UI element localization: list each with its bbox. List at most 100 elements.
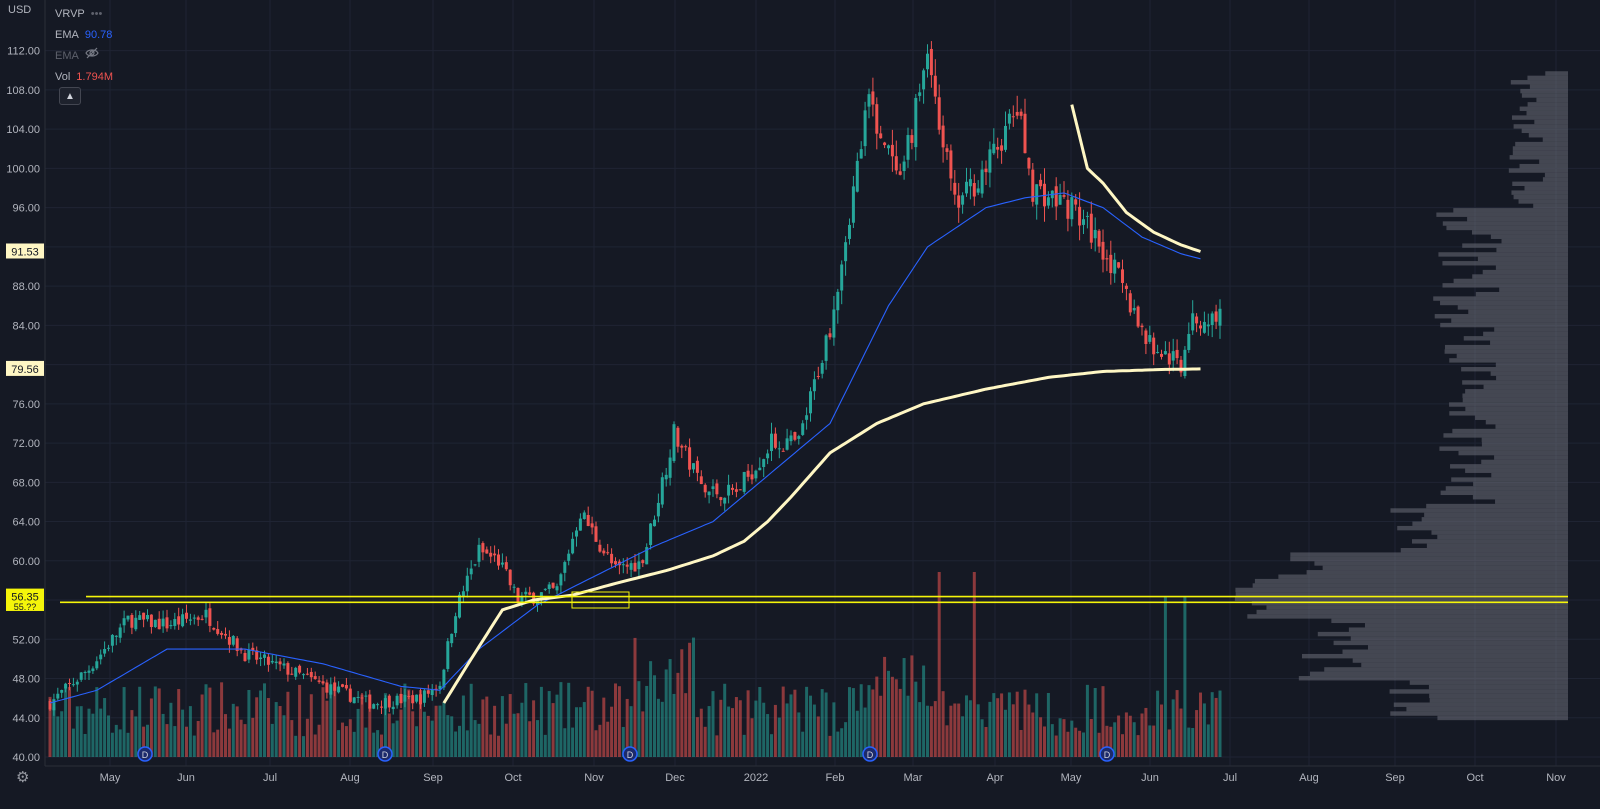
volume-bar	[56, 716, 60, 757]
volume-profile-bar	[1481, 442, 1568, 447]
volume-profile-bar	[1483, 384, 1568, 390]
volume-profile-bar	[1495, 265, 1568, 270]
candle-body	[1167, 353, 1171, 365]
volume-bar	[1027, 704, 1031, 757]
volume-profile-bar	[1290, 556, 1568, 562]
volume-bar	[1171, 699, 1175, 757]
volume-profile-bar	[1490, 234, 1568, 239]
volume-profile-bar	[1534, 119, 1568, 125]
ema1-value: 90.78	[84, 29, 113, 41]
x-tick-label: Jul	[1223, 772, 1237, 784]
volume-bar	[333, 687, 337, 757]
volume-profile-bar	[1342, 649, 1568, 654]
legend-row-vol[interactable]: Vol 1.794M	[55, 67, 113, 88]
candle-body	[516, 587, 520, 603]
volume-bar	[411, 711, 415, 757]
candle-body	[1046, 197, 1050, 206]
ema-cream-short-line	[1070, 104, 1201, 253]
volume-profile-bar	[1496, 375, 1568, 381]
x-tick-label: Mar	[904, 772, 923, 784]
volume-bar	[153, 686, 157, 757]
candle-body	[1124, 285, 1128, 289]
volume-bar	[731, 708, 734, 757]
candle-body	[719, 497, 723, 501]
volume-profile-bar	[1429, 698, 1568, 703]
candle-body	[294, 667, 298, 677]
candle-body	[173, 619, 177, 626]
chevron-up-icon: ▲	[65, 90, 75, 102]
volume-profile-bar	[1482, 269, 1568, 275]
volume-bar	[68, 687, 71, 757]
candle-body	[188, 619, 192, 621]
volume-bar	[734, 697, 738, 757]
candle-body	[255, 650, 259, 660]
candle-body	[208, 608, 212, 626]
settings-gear-icon[interactable]: ⚙	[16, 769, 30, 786]
candle-body	[524, 591, 528, 595]
candle-body	[224, 633, 227, 636]
volume-bar	[169, 702, 173, 757]
candle-body	[894, 156, 898, 171]
candle-body	[610, 553, 614, 564]
volume-bar	[126, 732, 130, 757]
volume-bar	[298, 684, 302, 757]
collapse-legend-button[interactable]: ▲	[59, 87, 81, 105]
volume-bar	[672, 693, 676, 757]
candle-body	[547, 584, 551, 590]
candle-body	[742, 471, 746, 492]
candle-body	[676, 427, 680, 447]
volume-bar	[200, 694, 204, 757]
volume-bar	[793, 689, 797, 757]
candle-body	[1140, 325, 1144, 328]
volume-bar	[653, 675, 656, 757]
volume-profile-bar	[1496, 247, 1568, 253]
candle-body	[571, 538, 575, 554]
volume-profile-bar	[1428, 684, 1568, 690]
volume-bar	[438, 705, 442, 757]
candle-body	[512, 586, 516, 588]
candle-body	[274, 661, 278, 664]
volume-bar	[1121, 734, 1124, 757]
candle-body	[1202, 321, 1206, 333]
volume-bar	[1163, 597, 1167, 757]
eye-hidden-icon[interactable]	[85, 46, 99, 67]
volume-bar	[976, 704, 980, 757]
candle-body	[746, 470, 750, 477]
candle-body	[169, 625, 173, 627]
legend-row-vrvp[interactable]: VRVP •••	[55, 4, 113, 25]
volume-profile-bar	[1389, 689, 1568, 694]
candle-body	[1007, 113, 1011, 124]
volume-profile-bar	[1456, 353, 1568, 359]
candle-body	[114, 635, 118, 637]
candle-body	[407, 695, 411, 697]
more-icon[interactable]: •••	[90, 8, 103, 20]
candle-body	[504, 562, 508, 570]
volume-profile-bar	[1450, 464, 1568, 469]
volume-profile-bar	[1457, 305, 1568, 310]
candle-body	[110, 634, 114, 646]
volume-bar	[1167, 729, 1171, 757]
volume-bar	[157, 688, 161, 757]
ema-blue-line	[49, 192, 1201, 704]
volume-bar	[508, 694, 512, 757]
candle-body	[653, 519, 656, 527]
candle-body	[867, 94, 871, 107]
candle-body	[1121, 269, 1124, 283]
candle-body	[325, 682, 329, 693]
legend-row-ema1[interactable]: EMA 90.78	[55, 25, 113, 46]
volume-profile-bar	[1462, 243, 1568, 248]
volume-bar	[586, 686, 590, 757]
volume-bar	[313, 734, 317, 757]
volume-bar	[259, 690, 263, 757]
candle-body	[1163, 351, 1167, 355]
legend-row-ema2[interactable]: EMA	[55, 46, 113, 67]
volume-profile-bar	[1499, 287, 1568, 292]
volume-profile-bar	[1472, 495, 1568, 500]
candle-body	[1082, 219, 1085, 225]
volume-profile-bar	[1513, 194, 1568, 200]
candle-body	[1191, 313, 1195, 331]
x-tick-label: Feb	[826, 772, 845, 784]
